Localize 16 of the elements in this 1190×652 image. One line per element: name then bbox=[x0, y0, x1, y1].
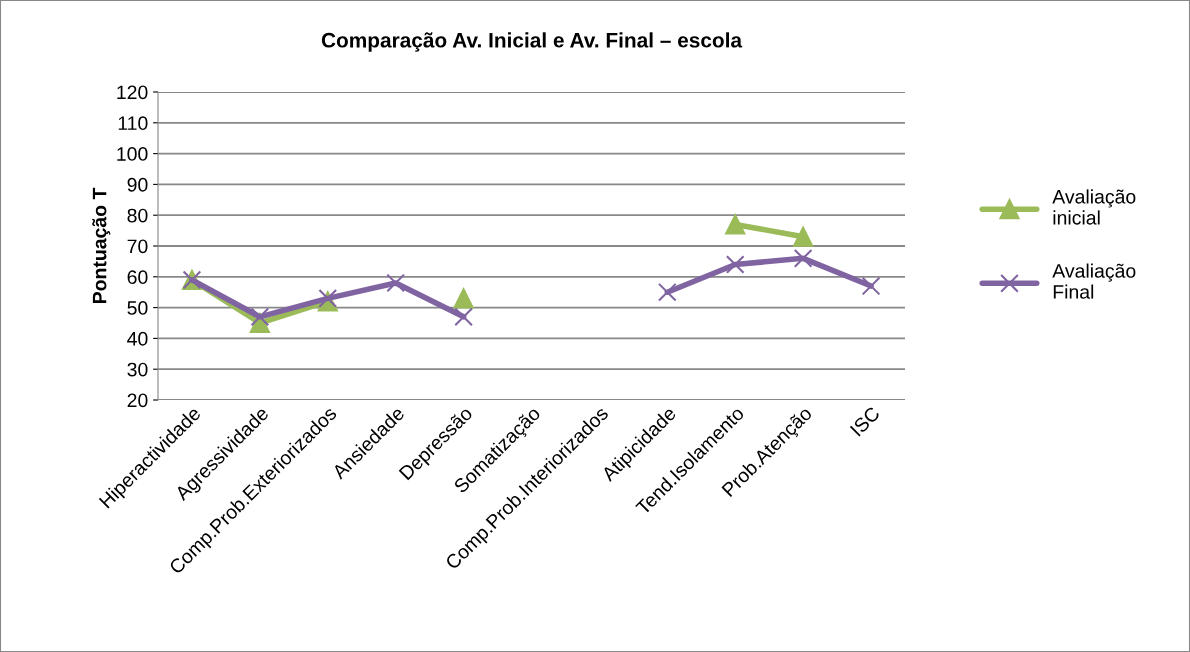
y-tick-label: 60 bbox=[127, 270, 148, 285]
y-tick-label: 110 bbox=[118, 116, 148, 131]
x-tick-label: ISC bbox=[849, 405, 881, 437]
y-tick-label: 40 bbox=[127, 331, 148, 346]
legend-label: Avaliação inicial bbox=[1052, 189, 1136, 225]
y-tick-label: 90 bbox=[127, 177, 148, 192]
y-tick-label: 70 bbox=[127, 239, 148, 254]
y-tick-label: 120 bbox=[117, 85, 148, 100]
y-tick-label: 20 bbox=[127, 393, 148, 408]
y-tick-label: 30 bbox=[127, 362, 148, 377]
legend-label: Avaliação Final bbox=[1052, 263, 1136, 299]
y-tick-label: 80 bbox=[127, 208, 148, 223]
y-axis-title: Pontuação T bbox=[92, 187, 111, 304]
chart-title: Comparação Av. Inicial e Av. Final – escola bbox=[321, 32, 743, 52]
y-tick-label: 50 bbox=[127, 301, 148, 315]
y-tick-label: 100 bbox=[117, 147, 148, 161]
